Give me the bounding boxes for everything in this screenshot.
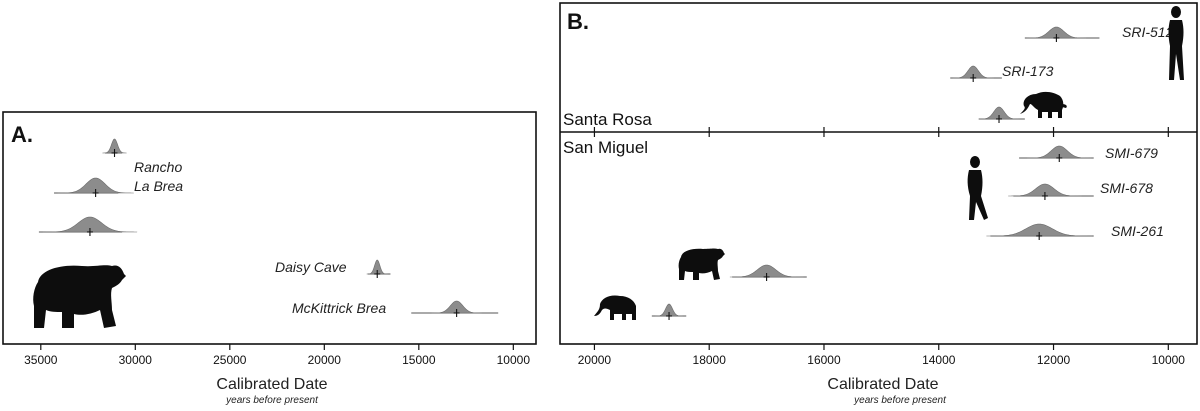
x-tick-label-20000: 20000 <box>578 353 612 367</box>
date-distribution-a-4 <box>411 300 499 317</box>
region-san-miguel: San Miguel <box>563 138 648 157</box>
distribution-curve <box>1026 26 1087 39</box>
label-mckittrick-brea: McKittrick Brea <box>292 300 386 316</box>
x-tick-label-16000: 16000 <box>807 353 841 367</box>
distribution-curve <box>655 303 683 317</box>
x-tick-label-25000: 25000 <box>213 353 247 367</box>
x-tick-label-35000: 35000 <box>24 353 58 367</box>
mammoth-icon <box>1020 91 1067 118</box>
panel-a-label: A. <box>11 122 33 147</box>
panel-b-xlabel: Calibrated Date <box>827 376 938 393</box>
date-distribution-b-5 <box>986 223 1094 240</box>
date-distribution-b-2 <box>978 106 1025 123</box>
x-tick-label-18000: 18000 <box>693 353 727 367</box>
panel-b-axis-ticks <box>593 344 1169 350</box>
panel-a-xlabel-sub: years before present <box>225 395 319 406</box>
short-faced-bear-icon <box>678 248 725 280</box>
panel-b-frame <box>559 2 1198 345</box>
x-tick-label-14000: 14000 <box>922 353 956 367</box>
panel-b: B. Santa Rosa San Miguel 20000 18000 16000… <box>559 2 1198 406</box>
x-tick-label-12000: 12000 <box>1037 353 1071 367</box>
distribution-curve <box>431 300 482 314</box>
date-distribution-b-0 <box>1024 26 1100 42</box>
label-smi-679: SMI-679 <box>1105 145 1158 161</box>
label-la-brea: La Brea <box>134 178 183 194</box>
panel-b-label: B. <box>567 9 589 34</box>
date-distribution-b-4 <box>1008 183 1094 200</box>
x-tick-label-20000: 20000 <box>308 353 342 367</box>
human-icon <box>967 156 988 220</box>
panel-a-frame <box>2 111 537 345</box>
panel-b-divider-ticks <box>593 127 1169 137</box>
panel-b-tick-labels: 20000 18000 16000 14000 12000 10000 <box>578 353 1186 367</box>
distribution-curve <box>1008 183 1082 197</box>
distribution-curve <box>952 65 994 79</box>
distribution-curve <box>729 264 804 278</box>
date-distribution-a-0 <box>102 138 127 157</box>
panel-a: A. 35000 30000 25000 20000 15000 10000 Rancho… <box>2 111 537 406</box>
panel-a-distributions <box>38 138 499 317</box>
date-distribution-a-2 <box>38 216 138 236</box>
distribution-curve <box>57 177 134 194</box>
date-distribution-b-3 <box>1019 145 1094 162</box>
panel-a-tick-labels: 35000 30000 25000 20000 15000 10000 <box>24 353 530 367</box>
x-tick-label-10000: 10000 <box>497 353 531 367</box>
date-distribution-a-1 <box>54 177 134 197</box>
date-distribution-b-6 <box>729 264 807 281</box>
distribution-curve <box>986 223 1092 237</box>
distribution-curve <box>42 216 138 233</box>
date-distribution-a-3 <box>366 259 391 278</box>
distribution-curve <box>978 106 1020 120</box>
region-santa-rosa: Santa Rosa <box>563 110 652 129</box>
label-rancho: Rancho <box>134 159 182 175</box>
x-tick-label-10000: 10000 <box>1152 353 1186 367</box>
distribution-curve <box>1027 145 1092 159</box>
distribution-curve <box>102 138 127 154</box>
x-tick-label-30000: 30000 <box>119 353 153 367</box>
date-distribution-b-1 <box>950 65 1002 82</box>
panel-a-axis-ticks <box>40 344 514 350</box>
panel-a-xlabel: Calibrated Date <box>216 376 327 393</box>
label-smi-261: SMI-261 <box>1111 223 1164 239</box>
short-faced-bear-icon <box>33 265 126 328</box>
x-tick-label-15000: 15000 <box>402 353 436 367</box>
label-sri-512: SRI-512 <box>1122 24 1174 40</box>
panel-b-xlabel-sub: years before present <box>853 395 947 406</box>
label-daisy-cave: Daisy Cave <box>275 259 347 275</box>
date-distribution-b-7 <box>651 303 687 320</box>
label-smi-678: SMI-678 <box>1100 180 1153 196</box>
mammoth-icon <box>594 295 636 320</box>
human-icon <box>1168 6 1184 80</box>
label-sri-173: SRI-173 <box>1002 63 1054 79</box>
distribution-curve <box>366 259 388 275</box>
panel-b-distributions <box>651 26 1100 320</box>
